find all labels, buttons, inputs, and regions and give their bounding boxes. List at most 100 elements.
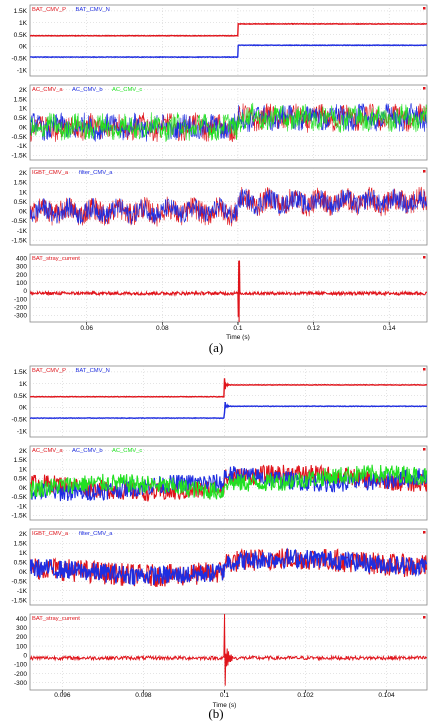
x-axis-label: Time (s) <box>213 702 237 709</box>
x-tick-label: 0.104 <box>378 692 395 699</box>
y-tick-label: -1K <box>17 503 28 510</box>
x-axis-label: Time (s) <box>226 334 250 341</box>
y-tick-label: -1.5K <box>11 513 27 520</box>
series-line-filter-cmv-a <box>30 188 427 225</box>
series-line-bat-stray-current <box>30 260 427 322</box>
y-tick-label: 2K <box>19 87 28 94</box>
y-tick-label: 2K <box>19 531 28 538</box>
y-tick-label: -0.5K <box>11 417 27 424</box>
legend-entry: BAT_CMV_P <box>32 368 66 374</box>
y-tick-label: 2K <box>19 448 28 455</box>
series-line-bat-cmv-p <box>30 378 427 398</box>
legend-entry: AC_CMV_a <box>32 87 63 93</box>
y-tick-label: 200 <box>16 634 27 641</box>
y-tick-label: 400 <box>16 616 27 623</box>
y-tick-label: 1.5K <box>14 457 28 464</box>
y-tick-label: 0K <box>19 485 28 492</box>
x-tick-label: 0.06 <box>80 325 93 332</box>
y-tick-label: 1K <box>19 381 28 388</box>
y-tick-label: 0.5K <box>14 199 28 206</box>
panel-marker <box>423 256 426 259</box>
y-tick-label: 1.5K <box>14 8 28 15</box>
figure-caption: (a) <box>209 340 223 355</box>
y-tick-label: -1K <box>17 588 28 595</box>
series-line-ac-cmv-c <box>30 464 427 500</box>
panel-marker <box>423 87 426 90</box>
y-tick-label: 1K <box>19 20 28 27</box>
y-tick-label: -1.5K <box>11 153 27 160</box>
y-tick-label: 0K <box>19 209 28 216</box>
x-tick-label: 0.1 <box>220 692 229 699</box>
y-tick-label: 100 <box>16 280 27 287</box>
y-tick-label: 100 <box>16 643 27 650</box>
panel-frame <box>29 253 428 323</box>
series-line-igbt-cmv-a <box>30 548 427 587</box>
legend-entry: AC_CMV_b <box>72 448 103 454</box>
panel-marker <box>423 170 426 173</box>
y-tick-label: -200 <box>14 305 27 312</box>
y-tick-label: 0.5K <box>14 115 28 122</box>
y-tick-label: 1K <box>19 106 28 113</box>
y-tick-label: 0K <box>19 124 28 131</box>
y-tick-label: -300 <box>14 313 27 320</box>
legend-entry: BAT_CMV_N <box>76 368 110 374</box>
panel-marker <box>423 531 426 534</box>
legend-entry: AC_CMV_a <box>32 448 63 454</box>
y-tick-label: 1.5K <box>14 180 28 187</box>
y-tick-label: -100 <box>14 296 27 303</box>
x-tick-label: 0.096 <box>54 692 71 699</box>
legend-entry: BAT_stray_current <box>32 256 80 262</box>
series-line-bat-cmv-p <box>30 22 427 37</box>
legend-entry: BAT_CMV_P <box>32 7 66 13</box>
y-tick-label: 200 <box>16 272 27 279</box>
y-tick-label: 0K <box>19 405 28 412</box>
y-tick-label: 0.5K <box>14 560 28 567</box>
y-tick-label: -1K <box>17 228 28 235</box>
y-tick-label: 300 <box>16 625 27 632</box>
series-line-filter-cmv-a <box>30 547 427 586</box>
y-tick-label: -0.5K <box>11 134 27 141</box>
y-tick-label: 0K <box>19 569 28 576</box>
figure-caption: (b) <box>208 706 223 721</box>
y-tick-label: -0.5K <box>11 56 27 63</box>
series-line-bat-cmv-n <box>30 44 427 59</box>
y-tick-label: 1.5K <box>14 96 28 103</box>
legend-entry: IGBT_CMV_a <box>32 170 69 176</box>
y-tick-label: -1K <box>17 428 28 435</box>
y-tick-label: 1K <box>19 189 28 196</box>
legend-entry: BAT_stray_current <box>32 616 80 622</box>
x-tick-label: 0.1 <box>233 325 242 332</box>
legend-entry: AC_CMV_b <box>72 87 103 93</box>
legend-entry: filter_CMV_a <box>79 531 113 537</box>
panel-marker <box>423 7 426 10</box>
y-tick-label: 1.5K <box>14 541 28 548</box>
y-tick-label: 2K <box>19 170 28 177</box>
series-line-ac-cmv-c <box>30 102 427 143</box>
legend-entry: AC_CMV_c <box>112 87 142 93</box>
y-tick-label: -1.5K <box>11 237 27 244</box>
y-tick-label: -100 <box>14 662 27 669</box>
y-tick-label: 0 <box>23 653 27 660</box>
y-tick-label: 0.5K <box>14 393 28 400</box>
x-tick-label: 0.12 <box>307 325 320 332</box>
y-tick-label: 1.5K <box>14 369 28 376</box>
y-tick-label: -0.5K <box>11 218 27 225</box>
series-line-bat-cmv-n <box>30 401 427 420</box>
y-tick-label: -1K <box>17 143 28 150</box>
legend-entry: IGBT_CMV_a <box>32 531 69 537</box>
legend-entry: BAT_CMV_N <box>76 7 110 13</box>
y-tick-label: -200 <box>14 671 27 678</box>
panel-frame <box>29 4 428 77</box>
legend-entry: filter_CMV_a <box>79 170 113 176</box>
y-tick-label: -1.5K <box>11 598 27 605</box>
y-tick-label: 0.5K <box>14 32 28 39</box>
y-tick-label: 0K <box>19 44 28 51</box>
x-tick-label: 0.14 <box>383 325 396 332</box>
x-tick-label: 0.098 <box>135 692 152 699</box>
panel-frame <box>29 365 428 438</box>
y-tick-label: 0 <box>23 288 27 295</box>
y-tick-label: 1K <box>19 466 28 473</box>
y-tick-label: 0.5K <box>14 476 28 483</box>
x-tick-label: 0.08 <box>156 325 169 332</box>
